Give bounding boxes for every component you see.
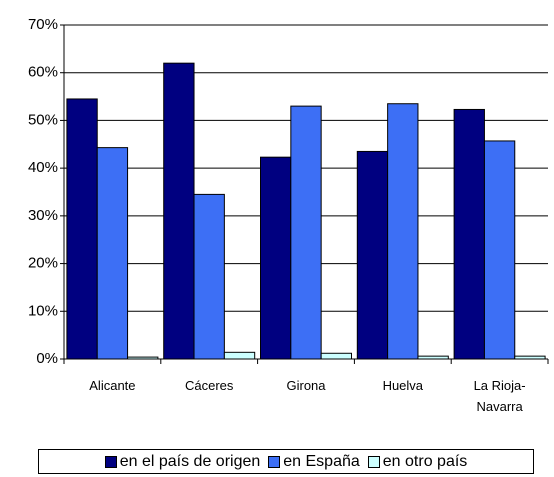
x-tick-label: Girona bbox=[286, 378, 326, 393]
bar bbox=[193, 193, 225, 360]
y-tick-label: 10% bbox=[28, 302, 58, 319]
y-tick-label: 70% bbox=[28, 16, 58, 33]
y-tick-label: 40% bbox=[28, 159, 58, 176]
bar bbox=[96, 147, 129, 360]
bar bbox=[356, 150, 389, 360]
bar bbox=[290, 105, 322, 360]
legend-item: en el país de origen bbox=[104, 452, 261, 471]
bar bbox=[260, 156, 292, 360]
y-tick-label: 60% bbox=[28, 64, 58, 81]
legend-swatch bbox=[367, 455, 380, 468]
x-tick-label: Alicante bbox=[89, 378, 136, 393]
y-tick-label: 30% bbox=[28, 207, 58, 224]
bar bbox=[483, 140, 516, 360]
x-tick-label: Cáceres bbox=[184, 378, 234, 393]
bar bbox=[387, 103, 419, 360]
legend-label: en el país de origen bbox=[119, 452, 261, 470]
bar bbox=[66, 98, 98, 360]
legend: en el país de origen en España en otro paí… bbox=[38, 449, 534, 474]
bar bbox=[453, 108, 485, 360]
legend-swatch bbox=[268, 455, 281, 468]
y-tick-label: 0% bbox=[36, 350, 58, 367]
x-tick-label: Huelva bbox=[382, 378, 424, 393]
legend-label: en España bbox=[283, 452, 360, 470]
y-tick-label: 50% bbox=[28, 111, 58, 128]
legend-swatch bbox=[104, 455, 117, 468]
bar bbox=[320, 352, 352, 360]
y-tick-label: 20% bbox=[28, 255, 58, 272]
legend-item: en España bbox=[268, 453, 360, 471]
bar bbox=[223, 351, 256, 360]
legend-item: en otro país bbox=[367, 452, 468, 471]
x-tick-label: La Rioja-Navarra bbox=[473, 378, 526, 414]
bar bbox=[163, 62, 195, 360]
legend-label: en otro país bbox=[382, 452, 468, 470]
